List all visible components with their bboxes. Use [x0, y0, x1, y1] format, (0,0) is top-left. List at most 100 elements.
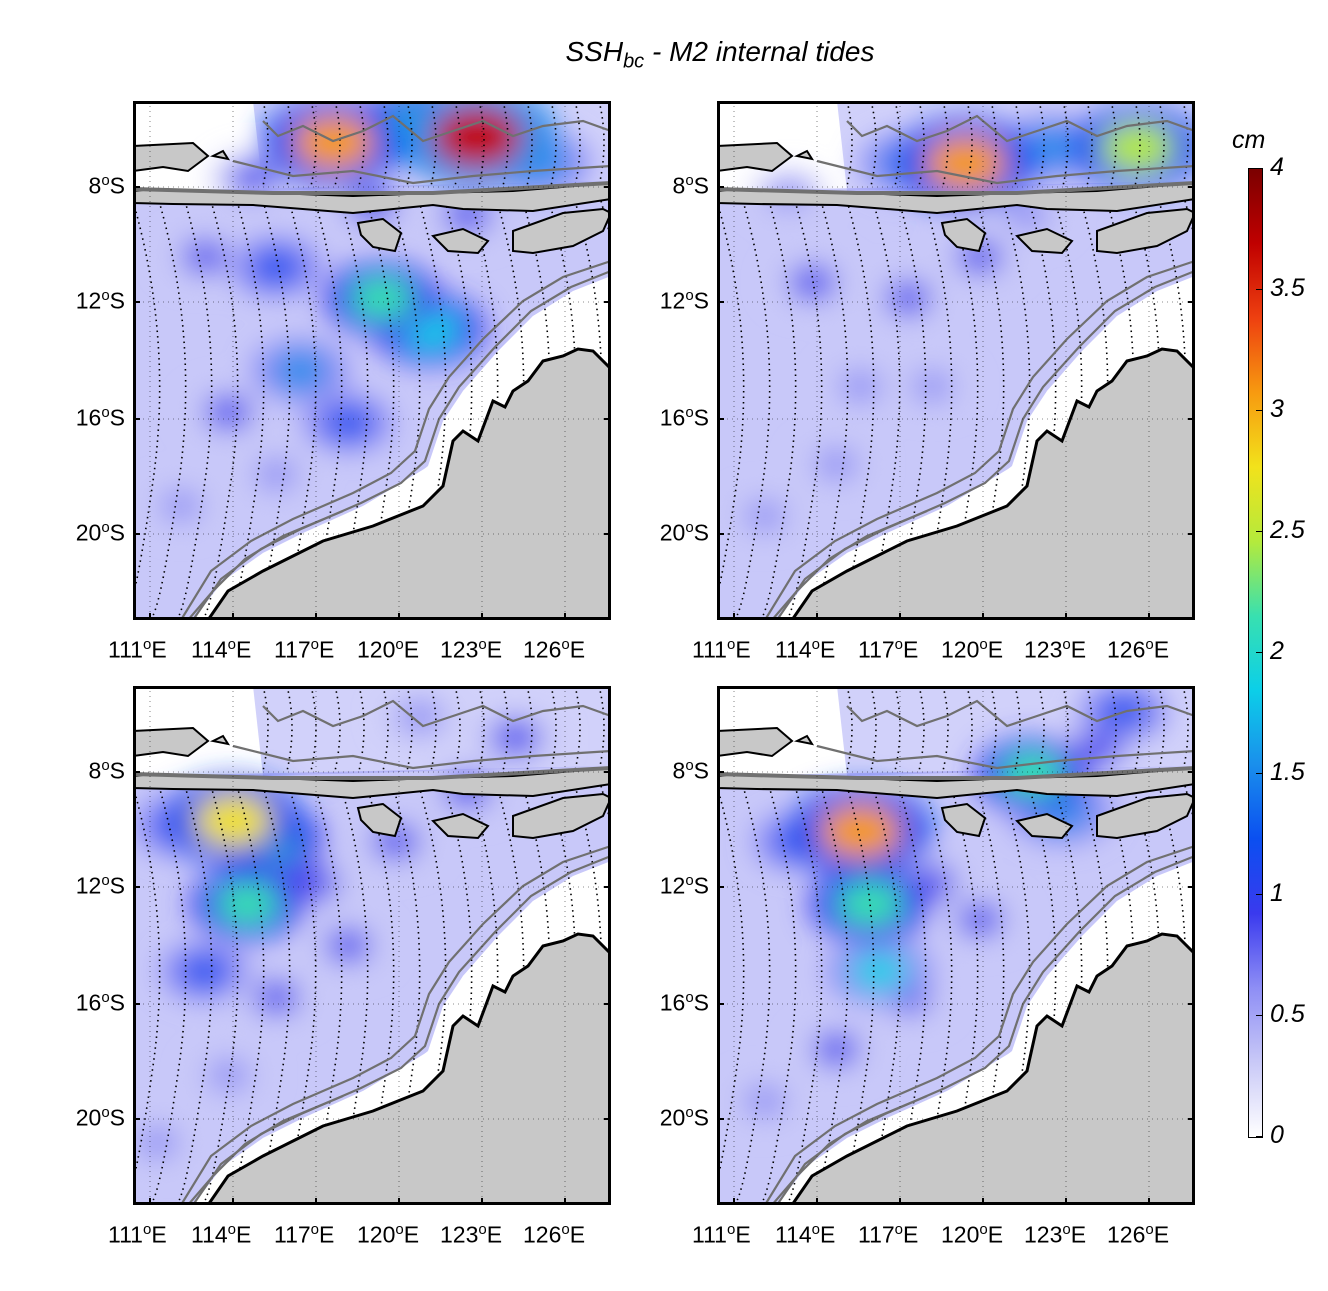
- degree-mark: o: [685, 989, 694, 1006]
- hemisphere: E: [486, 636, 503, 663]
- ssh-blob: [253, 982, 300, 1013]
- continental-shelf: [777, 861, 1195, 1205]
- colorbar-tick-mark: [1256, 1015, 1262, 1016]
- lon-value: 120: [941, 1221, 980, 1248]
- lon-value: 117: [274, 1221, 311, 1248]
- hemisphere: E: [820, 636, 836, 663]
- degree-mark: o: [685, 872, 694, 889]
- lat-label: 20oS: [45, 519, 125, 547]
- degree-mark: o: [101, 287, 110, 304]
- sumba-timor-land: [356, 207, 611, 255]
- hemisphere: E: [151, 636, 167, 663]
- hemisphere: E: [151, 1221, 167, 1248]
- australia-coastline: [206, 932, 611, 1205]
- lon-label: 120oE: [357, 636, 419, 664]
- hemisphere: S: [693, 1104, 709, 1131]
- hemisphere: S: [109, 872, 125, 899]
- sunda-arc-isobath: [717, 766, 1195, 780]
- lat-value: 16: [75, 989, 102, 1016]
- lat-value: 20: [75, 1104, 102, 1131]
- hemisphere: E: [403, 1221, 420, 1248]
- lon-value: 120: [941, 636, 980, 663]
- degree-mark: o: [979, 636, 988, 653]
- lat-label: 12oS: [629, 872, 709, 900]
- map-svg: [717, 101, 1195, 620]
- colorbar-tick-label: 3.5: [1270, 274, 1305, 302]
- ssh-blob: [159, 491, 202, 520]
- map-panel-top-right: [717, 101, 1195, 620]
- ssh-blob: [206, 1060, 251, 1090]
- java-borneo-land: [133, 141, 231, 173]
- ssh-blob: [229, 163, 276, 194]
- lon-value: 117: [858, 1221, 895, 1248]
- degree-mark: o: [685, 1104, 694, 1121]
- lat-label: 16oS: [629, 404, 709, 432]
- lon-label: 120oE: [357, 1221, 419, 1249]
- colorbar-tick-mark: [1256, 1136, 1262, 1137]
- colorbar-tick-mark: [1256, 531, 1262, 532]
- ssh-blob: [349, 276, 414, 320]
- ssh-blob: [215, 882, 281, 926]
- hemisphere: S: [109, 172, 125, 199]
- colorbar-tick-label: 1: [1270, 879, 1284, 907]
- lon-value: 123: [1024, 636, 1063, 663]
- map-panel-bottom-right: [717, 686, 1195, 1205]
- lat-value: 16: [659, 989, 686, 1016]
- hemisphere: S: [693, 757, 709, 784]
- lat-label: 20oS: [629, 1104, 709, 1132]
- lat-label: 8oS: [629, 757, 709, 785]
- title-ssh: SSH: [565, 36, 624, 67]
- hemisphere: E: [486, 1221, 503, 1248]
- lat-label: 8oS: [45, 757, 125, 785]
- hemisphere: E: [987, 1221, 1004, 1248]
- lat-value: 12: [659, 872, 686, 899]
- ssh-blob: [135, 1128, 179, 1158]
- isobath-line: [771, 1094, 928, 1205]
- map-content: [717, 686, 1195, 1205]
- degree-mark: o: [894, 1221, 904, 1238]
- lat-label: 12oS: [45, 872, 125, 900]
- ssh-field-blobs: [725, 686, 1168, 1126]
- ssh-blob: [1100, 122, 1175, 173]
- lon-value: 111: [692, 1221, 727, 1248]
- hemisphere: E: [569, 1221, 586, 1248]
- hemisphere: E: [236, 1221, 252, 1248]
- lon-value: 123: [440, 1221, 479, 1248]
- degree-mark: o: [101, 1104, 110, 1121]
- hemisphere: E: [1153, 1221, 1170, 1248]
- lon-label: 117oE: [858, 1221, 918, 1249]
- lon-value: 120: [357, 1221, 396, 1248]
- lat-label: 8oS: [629, 172, 709, 200]
- lat-label: 12oS: [45, 287, 125, 315]
- hemisphere: S: [693, 872, 709, 899]
- title-subscript: bc: [623, 50, 645, 73]
- hemisphere: E: [903, 1221, 919, 1248]
- map-frame: [717, 686, 1195, 1205]
- map-frame: [133, 101, 611, 620]
- hemisphere: E: [1070, 1221, 1087, 1248]
- ssh-blob: [814, 449, 859, 479]
- isobath-line: [262, 699, 611, 728]
- colorbar-tick-label: 0: [1270, 1121, 1284, 1149]
- lon-value: 114: [191, 636, 228, 663]
- hemisphere: S: [693, 404, 709, 431]
- title-rest: - M2 internal tides: [644, 36, 875, 67]
- isobath-line: [187, 1094, 344, 1205]
- lon-label: 114oE: [775, 636, 835, 664]
- colorbar-tick-label: 2.5: [1270, 516, 1305, 544]
- isobath-line: [232, 159, 611, 185]
- figure-title: SSHbc - M2 internal tides: [0, 36, 1328, 74]
- degree-mark: o: [685, 172, 694, 189]
- degree-mark: o: [395, 1221, 404, 1238]
- colorbar-tick-label: 2: [1270, 637, 1284, 665]
- lon-value: 111: [692, 636, 727, 663]
- ssh-blob: [813, 1034, 860, 1065]
- lon-label: 114oE: [775, 1221, 835, 1249]
- isobath-line: [187, 509, 344, 620]
- australia-coastline: [206, 347, 611, 620]
- hemisphere: S: [693, 989, 709, 1016]
- isobath-line: [846, 114, 1195, 143]
- map-frame: [717, 101, 1195, 620]
- degree-mark: o: [101, 757, 110, 774]
- hemisphere: S: [693, 519, 709, 546]
